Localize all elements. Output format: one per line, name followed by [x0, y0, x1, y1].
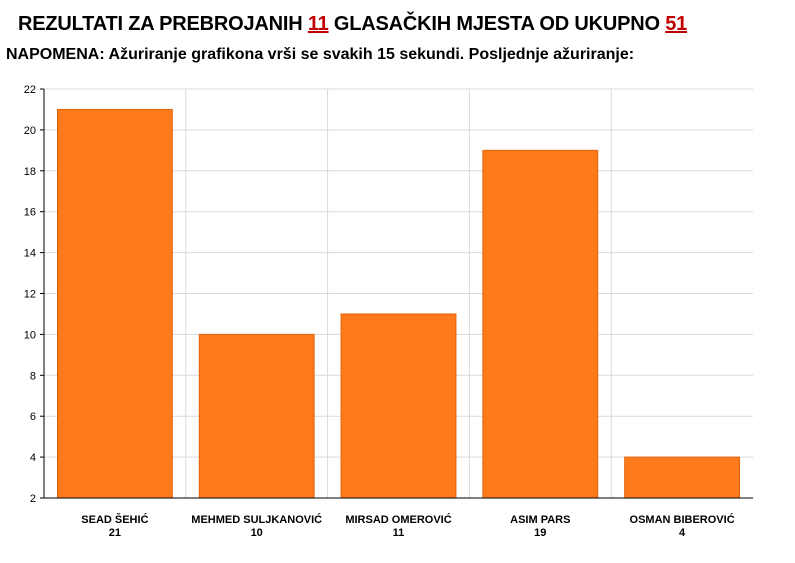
- counted-stations: 11: [307, 13, 329, 35]
- category-label: ASIM PARS: [510, 514, 570, 526]
- y-tick-label: 22: [24, 84, 36, 96]
- bar: [56, 108, 173, 499]
- category-label: OSMAN BIBEROVIĆ: [630, 513, 735, 526]
- bar: [340, 313, 457, 499]
- y-tick-label: 10: [24, 329, 36, 341]
- value-label: 21: [109, 527, 121, 539]
- bar: [624, 456, 741, 499]
- category-label: MEHMED SULJKANOVIĆ: [191, 513, 322, 526]
- category-label: MIRSAD OMEROVIĆ: [345, 513, 451, 526]
- y-tick-label: 20: [24, 125, 36, 137]
- y-tick-label: 14: [24, 248, 36, 260]
- update-note: NAPOMENA: Ažuriranje grafikona vrši se s…: [6, 46, 635, 63]
- y-tick-label: 12: [24, 289, 36, 301]
- value-label: 4: [679, 527, 686, 539]
- y-tick-label: 6: [30, 411, 36, 423]
- bar: [482, 149, 599, 499]
- headline-prefix: REZULTATI ZA PREBROJANIH: [18, 13, 303, 35]
- chart-headline: REZULTATI ZA PREBROJANIH 11 GLASAČKIH MJ…: [18, 13, 687, 36]
- y-tick-label: 16: [24, 207, 36, 219]
- value-label: 10: [251, 527, 263, 539]
- headline-middle: GLASAČKIH MJESTA OD UKUPNO: [333, 13, 660, 35]
- category-label: SEAD ŠEHIĆ: [81, 513, 148, 526]
- y-tick-label: 8: [30, 370, 36, 382]
- y-tick-label: 18: [24, 166, 36, 178]
- total-stations: 51: [665, 13, 688, 35]
- y-tick-label: 4: [30, 452, 36, 464]
- bar: [198, 333, 315, 499]
- value-label: 19: [534, 527, 546, 539]
- value-label: 11: [393, 527, 405, 539]
- y-tick-label: 2: [30, 493, 36, 505]
